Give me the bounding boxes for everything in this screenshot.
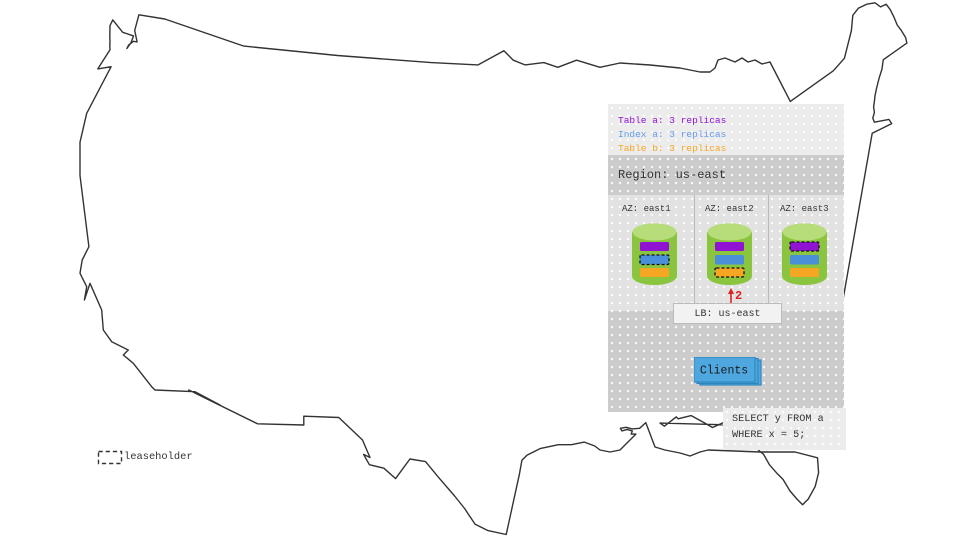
svg-text:Clients: Clients — [700, 365, 748, 378]
